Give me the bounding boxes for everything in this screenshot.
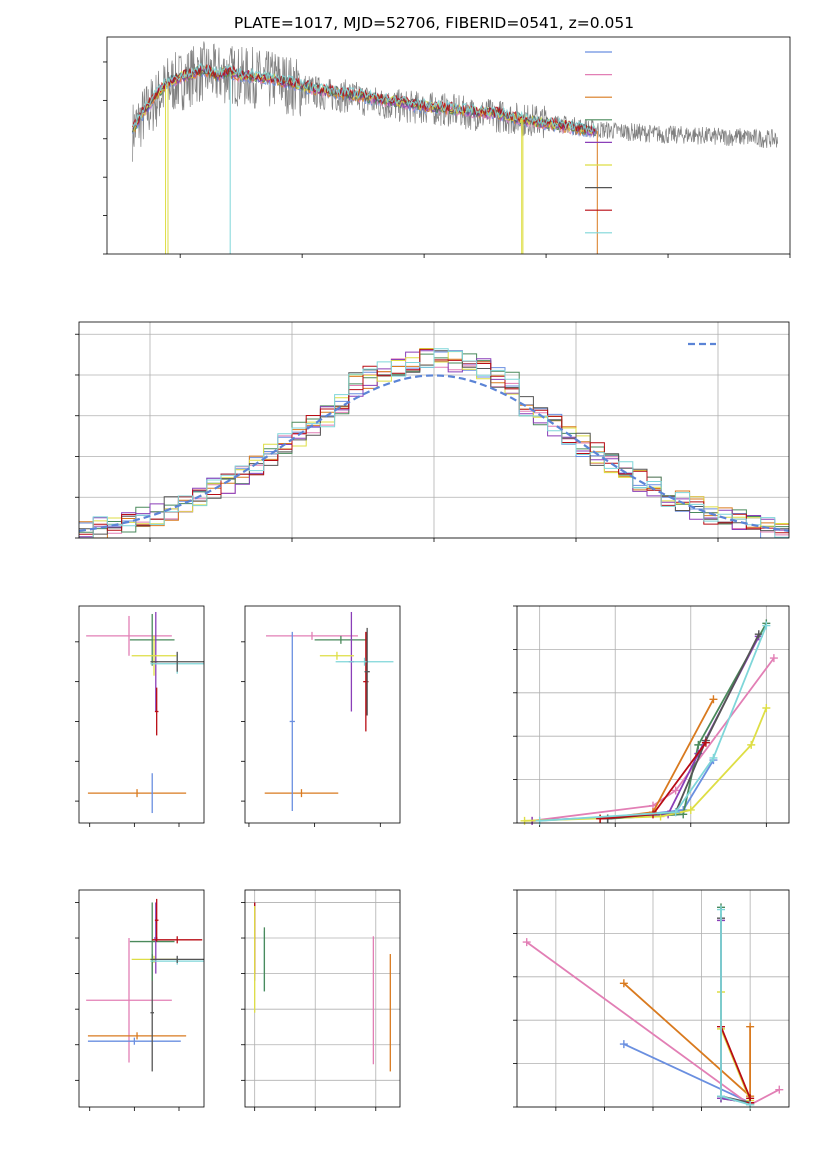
mw_vs_age-point-marker (701, 738, 710, 747)
mw_vs_age-point-marker (694, 740, 703, 749)
mw_vs_Z-point-marker (522, 938, 531, 947)
mw_vs_Z-point-marker (717, 905, 725, 914)
mw_vs_age-point-marker (686, 805, 695, 814)
residuals-histogram-step (79, 348, 789, 538)
mw_vs_Z-point-marker (775, 1085, 784, 1094)
mw_vs_Z-point-marker (619, 979, 628, 988)
mass_vs_ebv-plot-area (254, 902, 391, 1072)
mass_vs_Z-plot-area (86, 898, 204, 1072)
spectrum-model-line (132, 64, 596, 134)
spectrum-title: PLATE=1017, MJD=52706, FIBERID=0541, z=0… (234, 14, 634, 32)
mw_vs_Z-series-line (623, 1043, 751, 1104)
mw_vs_age-point-marker (709, 753, 718, 762)
age_vs_mass-frame (244, 605, 401, 824)
age_vs_Z-plot-area (86, 611, 204, 814)
spectrum-frame (106, 36, 791, 255)
mw_vs_Z-point-marker (746, 1022, 755, 1031)
mass_vs_ebv-frame (244, 889, 401, 1108)
spectrum-plot-area (132, 41, 778, 254)
mw_vs_age-point-marker (671, 808, 680, 817)
mw_vs_age-point-marker (762, 703, 771, 712)
mw_vs_age-point-marker (762, 621, 771, 630)
mw_vs_age-point-marker (520, 816, 529, 825)
mw_vs_age-point-marker (596, 814, 605, 823)
mw_vs_Z-point-marker (746, 1100, 755, 1109)
mw_vs_age-point-marker (754, 630, 763, 639)
spectrum-model-line (132, 62, 596, 134)
spectrum-data-line (132, 41, 778, 162)
mw_vs_Z-frame (516, 889, 790, 1108)
age_vs_mass-plot-area (264, 611, 394, 812)
mw_vs_Z-point-marker (619, 1040, 628, 1049)
mw_vs_age-point-marker (535, 816, 544, 825)
residuals-normal-curve (79, 374, 789, 532)
mw_vs_age-frame (516, 605, 790, 824)
mw_vs_age-point-marker (671, 786, 680, 795)
mw_vs_age-point-marker (709, 695, 718, 704)
mass_vs_Z-frame (78, 889, 205, 1108)
residuals-frame (78, 321, 790, 539)
age_vs_Z-frame (78, 605, 205, 824)
mw_vs_age-point-marker (769, 654, 778, 663)
mw_vs_Z-point-marker (717, 1092, 725, 1101)
residuals-plot-area (79, 348, 789, 538)
mw_vs_age-point-marker (747, 740, 756, 749)
mw_vs_age-series-line (539, 625, 768, 822)
